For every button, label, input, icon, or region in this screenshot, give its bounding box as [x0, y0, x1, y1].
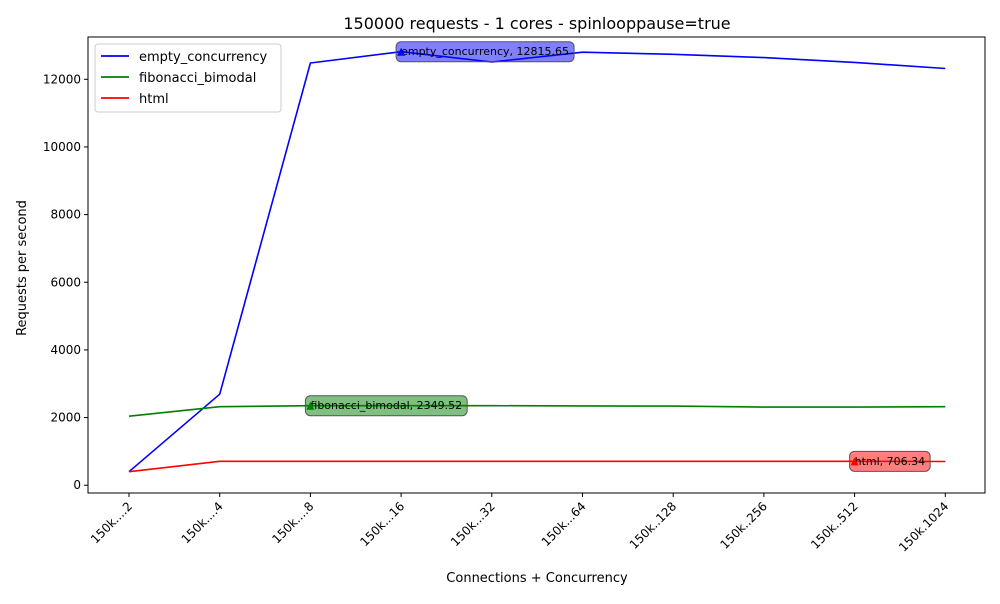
- y-tick-label: 10000: [43, 140, 81, 154]
- y-tick-label: 12000: [43, 72, 81, 86]
- chart-title: 150000 requests - 1 cores - spinlooppaus…: [343, 14, 730, 33]
- annotation-label: html, 706.34: [855, 455, 926, 468]
- annotation-box: [395, 41, 575, 63]
- y-tick-label: 2000: [50, 411, 81, 425]
- legend-label-empty-concurrency: empty_concurrency: [139, 50, 267, 65]
- annotation-empty-concurrency: empty_concurrency, 12815.65: [395, 41, 575, 63]
- y-tick-label: 6000: [50, 275, 81, 289]
- annotation-fibonacci-bimodal: fibonacci_bimodal, 2349.52: [304, 395, 468, 417]
- annotation-marker: [850, 457, 859, 466]
- series-line-html: [128, 460, 946, 473]
- y-axis-label: Requests per second: [15, 200, 30, 336]
- plot-frame: [87, 36, 986, 494]
- annotation-box: [849, 450, 931, 472]
- y-tick-label: 4000: [50, 343, 81, 357]
- legend-label-html: html: [139, 92, 169, 107]
- annotation-marker: [306, 401, 315, 410]
- y-tick-label: 8000: [50, 208, 81, 222]
- annotation-html: html, 706.34: [849, 450, 931, 472]
- annotation-label: fibonacci_bimodal, 2349.52: [310, 399, 462, 412]
- x-axis-label: Connections + Concurrency: [446, 571, 628, 586]
- legend-frame: [94, 43, 282, 113]
- annotation-marker: [397, 47, 406, 56]
- legend-label-fibonacci-bimodal: fibonacci_bimodal: [139, 71, 256, 86]
- annotation-label: empty_concurrency, 12815.65: [401, 45, 569, 58]
- series-line-fibonacci-bimodal: [128, 404, 946, 417]
- y-tick-label: 0: [73, 478, 81, 492]
- annotation-box: [304, 395, 468, 417]
